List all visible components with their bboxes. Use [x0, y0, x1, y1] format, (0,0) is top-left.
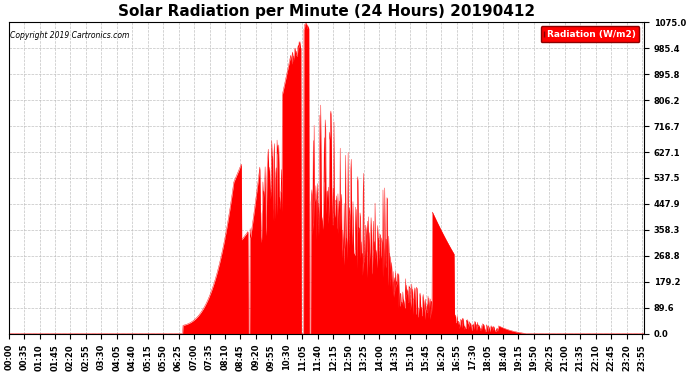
Text: Copyright 2019 Cartronics.com: Copyright 2019 Cartronics.com — [10, 31, 129, 40]
Legend: Radiation (W/m2): Radiation (W/m2) — [540, 26, 640, 42]
Title: Solar Radiation per Minute (24 Hours) 20190412: Solar Radiation per Minute (24 Hours) 20… — [118, 4, 535, 19]
